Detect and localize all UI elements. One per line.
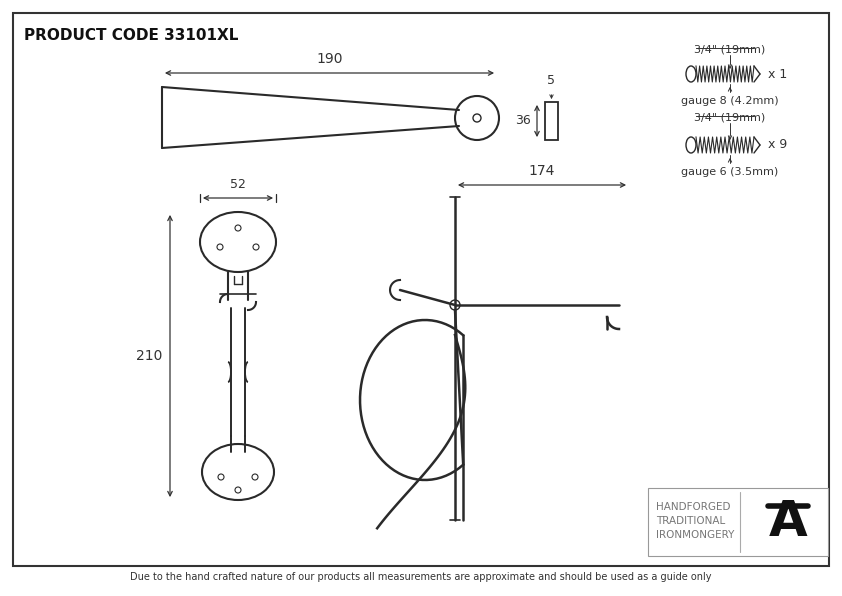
Text: 210: 210 <box>136 349 162 363</box>
Text: Due to the hand crafted nature of our products all measurements are approximate : Due to the hand crafted nature of our pr… <box>131 572 711 582</box>
Text: HANDFORGED: HANDFORGED <box>656 502 731 512</box>
Bar <box>648 488 828 556</box>
Text: 5: 5 <box>547 74 556 87</box>
Text: 3/4" (19mm): 3/4" (19mm) <box>695 113 765 123</box>
Text: PRODUCT CODE 33101XL: PRODUCT CODE 33101XL <box>24 28 238 43</box>
Text: TRADITIONAL: TRADITIONAL <box>656 516 725 526</box>
Text: IRONMONGERY: IRONMONGERY <box>656 530 734 540</box>
Text: A: A <box>769 498 807 546</box>
Text: gauge 8 (4.2mm): gauge 8 (4.2mm) <box>681 96 779 106</box>
Text: 190: 190 <box>317 52 343 66</box>
Text: 3/4" (19mm): 3/4" (19mm) <box>695 45 765 55</box>
Text: gauge 6 (3.5mm): gauge 6 (3.5mm) <box>681 167 779 177</box>
Text: 36: 36 <box>515 114 531 128</box>
Text: 174: 174 <box>529 164 555 178</box>
Bar <box>545 102 558 140</box>
Text: x 1: x 1 <box>768 67 787 80</box>
Text: x 9: x 9 <box>768 138 787 151</box>
Text: 52: 52 <box>230 178 246 191</box>
